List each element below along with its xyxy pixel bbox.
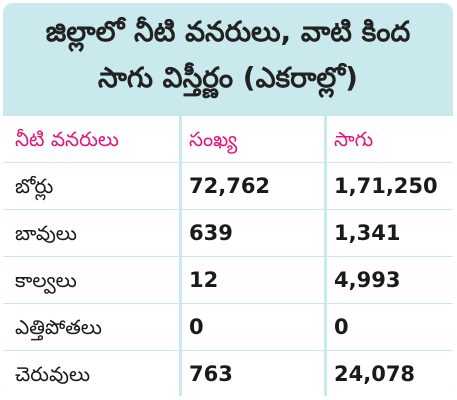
row-cultivation-value: 1,71,250 — [334, 174, 438, 198]
row-source-label: బోర్లు — [15, 174, 54, 198]
row-count-value: 12 — [189, 268, 219, 292]
table-row: ఎత్తిపోతలు 0 0 — [3, 304, 453, 350]
title-line-1: జిల్లాలో నీటి వనరులు, వాటి కింద — [45, 15, 411, 48]
table-title: జిల్లాలో నీటి వనరులు, వాటి కింద సాగు విస… — [3, 3, 453, 116]
table-row: బోర్లు 72,762 1,71,250 — [3, 163, 453, 209]
table-row: చెరువులు 763 24,078 — [3, 351, 453, 396]
header-cultivation: సాగు — [334, 127, 374, 151]
row-count-value: 0 — [189, 315, 204, 339]
row-count-value: 639 — [189, 221, 233, 245]
header-water-resources: నీటి వనరులు — [15, 127, 119, 151]
table-row: కాల్వలు 12 4,993 — [3, 257, 453, 303]
column-divider — [324, 116, 327, 396]
row-source-label: బావులు — [15, 221, 77, 245]
column-divider — [179, 116, 182, 396]
row-count-value: 763 — [189, 362, 233, 386]
header-count: సంఖ్య — [189, 127, 238, 151]
table-header-row: నీటి వనరులు సంఖ్య సాగు — [3, 116, 453, 162]
row-source-label: ఎత్తిపోతలు — [15, 315, 102, 339]
row-cultivation-value: 1,341 — [334, 221, 401, 245]
row-cultivation-value: 24,078 — [334, 362, 416, 386]
row-source-label: చెరువులు — [15, 362, 91, 386]
title-line-2: సాగు విస్తీర్ణం (ఎకరాల్లో) — [98, 61, 358, 94]
row-cultivation-value: 4,993 — [334, 268, 401, 292]
row-source-label: కాల్వలు — [15, 268, 77, 292]
table-row: బావులు 639 1,341 — [3, 210, 453, 256]
row-cultivation-value: 0 — [334, 315, 349, 339]
water-resources-table: నీటి వనరులు సంఖ్య సాగు బోర్లు 72,762 1,7… — [3, 116, 453, 396]
row-count-value: 72,762 — [189, 174, 271, 198]
water-resources-card: జిల్లాలో నీటి వనరులు, వాటి కింద సాగు విస… — [3, 3, 453, 396]
